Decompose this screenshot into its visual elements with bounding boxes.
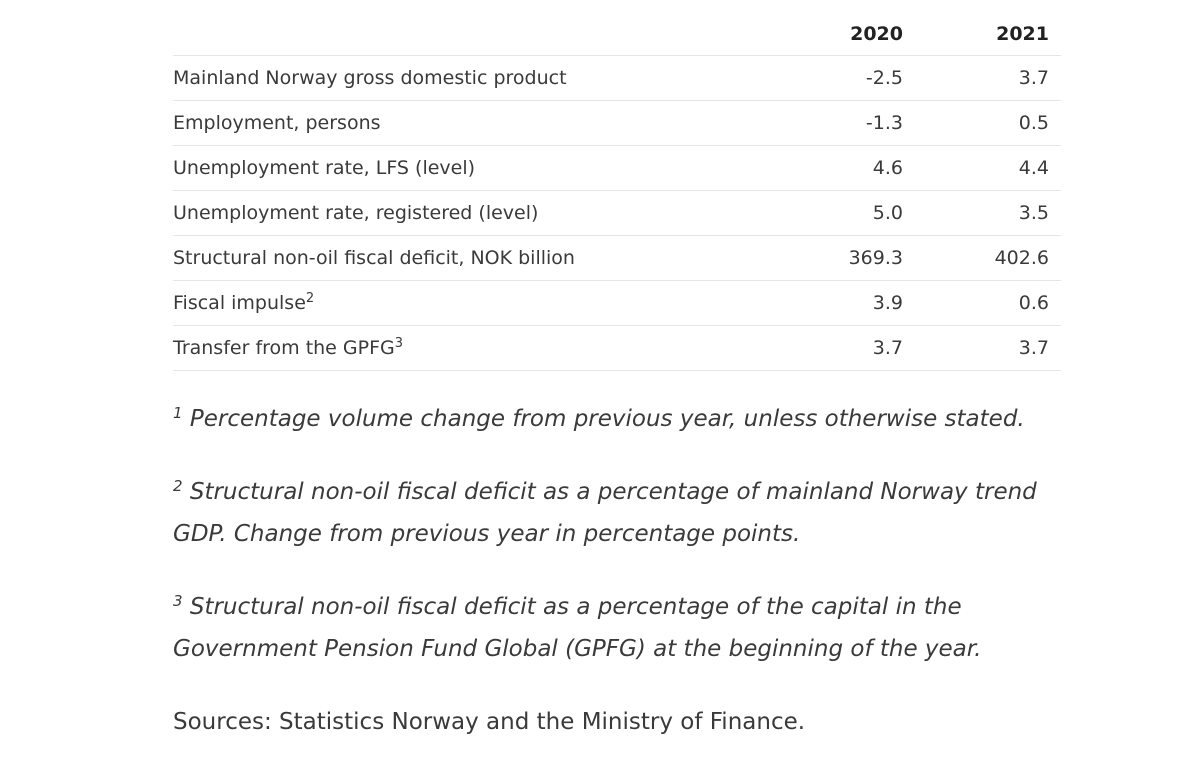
value-2020: 4.6 (759, 145, 917, 191)
footnote-1: 1 Percentage volume change from previous… (173, 398, 1053, 440)
footnote-3: 3 Structural non-oil fiscal deficit as a… (173, 586, 1053, 670)
value-2021: 0.6 (917, 280, 1061, 326)
footnote-2: 2 Structural non-oil fiscal deficit as a… (173, 471, 1053, 555)
row-label-text: Unemployment rate, registered (level) (173, 202, 539, 224)
sources-note: Sources: Statistics Norway and the Minis… (173, 709, 806, 735)
value-2020: 5.0 (759, 190, 917, 236)
table-header-row: 2020 2021 (173, 12, 1061, 56)
value-2021: 4.4 (917, 145, 1061, 191)
table-row: Mainland Norway gross domestic product -… (173, 55, 1061, 101)
footnote-text: Structural non-oil fiscal deficit as a p… (173, 594, 982, 662)
value-2021: 3.7 (917, 325, 1061, 371)
row-label: Mainland Norway gross domestic product (173, 55, 759, 101)
value-2021: 3.7 (917, 55, 1061, 101)
footnote-text: Structural non-oil fiscal deficit as a p… (173, 479, 1037, 547)
value-2021: 402.6 (917, 235, 1061, 281)
stats-table-container: 2020 2021 Mainland Norway gross domestic… (173, 12, 1061, 371)
value-2020: -2.5 (759, 55, 917, 101)
row-label-text: Fiscal impulse (173, 292, 306, 314)
row-label-text: Transfer from the GPFG (173, 337, 395, 359)
value-2020: 3.7 (759, 325, 917, 371)
value-2020: -1.3 (759, 100, 917, 146)
table-row: Unemployment rate, LFS (level) 4.6 4.4 (173, 145, 1061, 191)
footnotes-section: 1 Percentage volume change from previous… (173, 398, 1053, 701)
column-header-2020: 2020 (759, 12, 917, 56)
value-2020: 369.3 (759, 235, 917, 281)
footnote-text: Percentage volume change from previous y… (189, 406, 1025, 432)
row-label: Unemployment rate, LFS (level) (173, 145, 759, 191)
value-2020: 3.9 (759, 280, 917, 326)
table-row: Structural non-oil fiscal deficit, NOK b… (173, 235, 1061, 281)
footnote-marker: 1 (173, 404, 183, 422)
table-row: Fiscal impulse2 3.9 0.6 (173, 280, 1061, 326)
row-label: Fiscal impulse2 (173, 280, 759, 326)
footnote-marker: 3 (173, 592, 183, 610)
footnote-reference: 2 (305, 291, 315, 306)
table-row: Unemployment rate, registered (level) 5.… (173, 190, 1061, 236)
value-2021: 0.5 (917, 100, 1061, 146)
footnote-marker: 2 (173, 477, 183, 495)
column-header-indicator (173, 12, 759, 56)
economic-indicators-table: 2020 2021 Mainland Norway gross domestic… (173, 12, 1061, 371)
row-label-text: Structural non-oil fiscal deficit, NOK b… (173, 247, 575, 269)
row-label: Transfer from the GPFG3 (173, 325, 759, 371)
value-2021: 3.5 (917, 190, 1061, 236)
row-label: Employment, persons (173, 100, 759, 146)
column-header-2021: 2021 (917, 12, 1061, 56)
row-label-text: Unemployment rate, LFS (level) (173, 157, 476, 179)
row-label-text: Mainland Norway gross domestic product (173, 67, 567, 89)
table-row: Transfer from the GPFG3 3.7 3.7 (173, 325, 1061, 371)
footnote-reference: 3 (394, 336, 404, 351)
row-label: Structural non-oil fiscal deficit, NOK b… (173, 235, 759, 281)
row-label: Unemployment rate, registered (level) (173, 190, 759, 236)
table-row: Employment, persons -1.3 0.5 (173, 100, 1061, 146)
row-label-text: Employment, persons (173, 112, 381, 134)
